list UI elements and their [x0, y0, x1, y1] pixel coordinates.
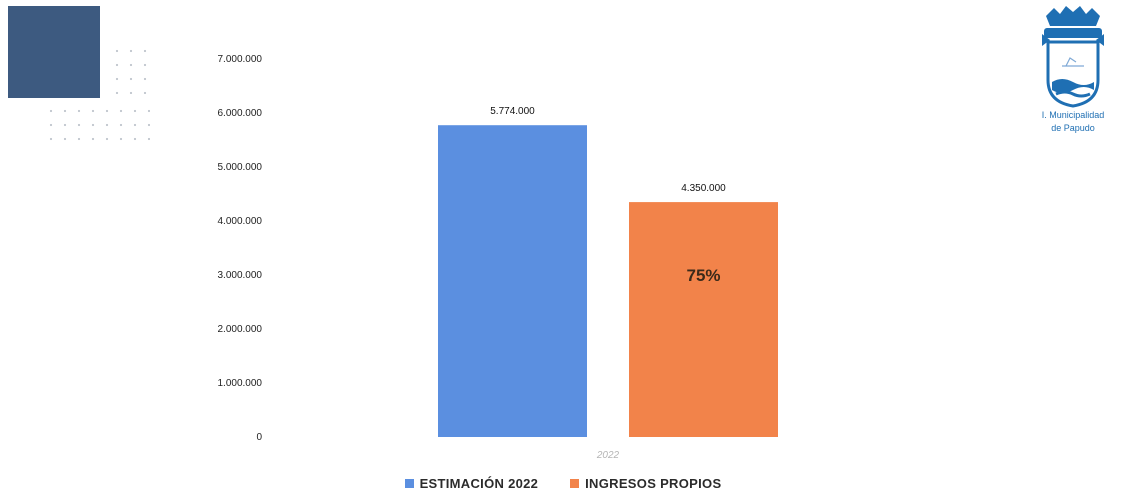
logo-text-line1: I. Municipalidad — [1041, 110, 1105, 120]
y-tick-label: 2.000.000 — [218, 324, 263, 335]
data-label: 4.350.000 — [681, 183, 726, 194]
bar — [629, 202, 778, 437]
y-tick-label: 1.000.000 — [218, 378, 263, 389]
decorative-square — [8, 6, 100, 98]
chart-legend: ESTIMACIÓN 2022 INGRESOS PROPIOS — [0, 476, 1126, 491]
y-tick-label: 6.000.000 — [218, 108, 263, 119]
y-tick-label: 3.000.000 — [218, 270, 263, 281]
legend-label: ESTIMACIÓN 2022 — [419, 476, 539, 491]
decorative-dot-grid — [110, 44, 150, 94]
bar — [438, 125, 587, 437]
legend-label: INGRESOS PROPIOS — [585, 476, 722, 491]
legend-swatch — [570, 479, 580, 488]
y-tick-label: 7.000.000 — [218, 54, 263, 65]
legend-item-ingresos: INGRESOS PROPIOS — [570, 476, 721, 491]
bar-percentage-label: 75% — [686, 266, 720, 285]
data-label: 5.774.000 — [490, 106, 535, 117]
y-tick-label: 5.000.000 — [218, 162, 263, 173]
x-category-label: 2022 — [596, 450, 620, 461]
logo-text-line2: de Papudo — [1051, 123, 1095, 133]
legend-item-estimacion: ESTIMACIÓN 2022 — [404, 476, 539, 491]
y-tick-label: 0 — [256, 432, 262, 443]
municipal-logo: I. Municipalidad de Papudo — [1030, 4, 1116, 134]
bar-chart: 0 1.000.000 2.000.000 3.000.000 4.000.000 5.0… — [218, 54, 778, 461]
legend-swatch — [404, 479, 414, 488]
municipal-crest-icon — [1042, 6, 1104, 108]
y-tick-label: 4.000.000 — [218, 216, 263, 227]
decorative-dot-grid — [44, 104, 150, 146]
